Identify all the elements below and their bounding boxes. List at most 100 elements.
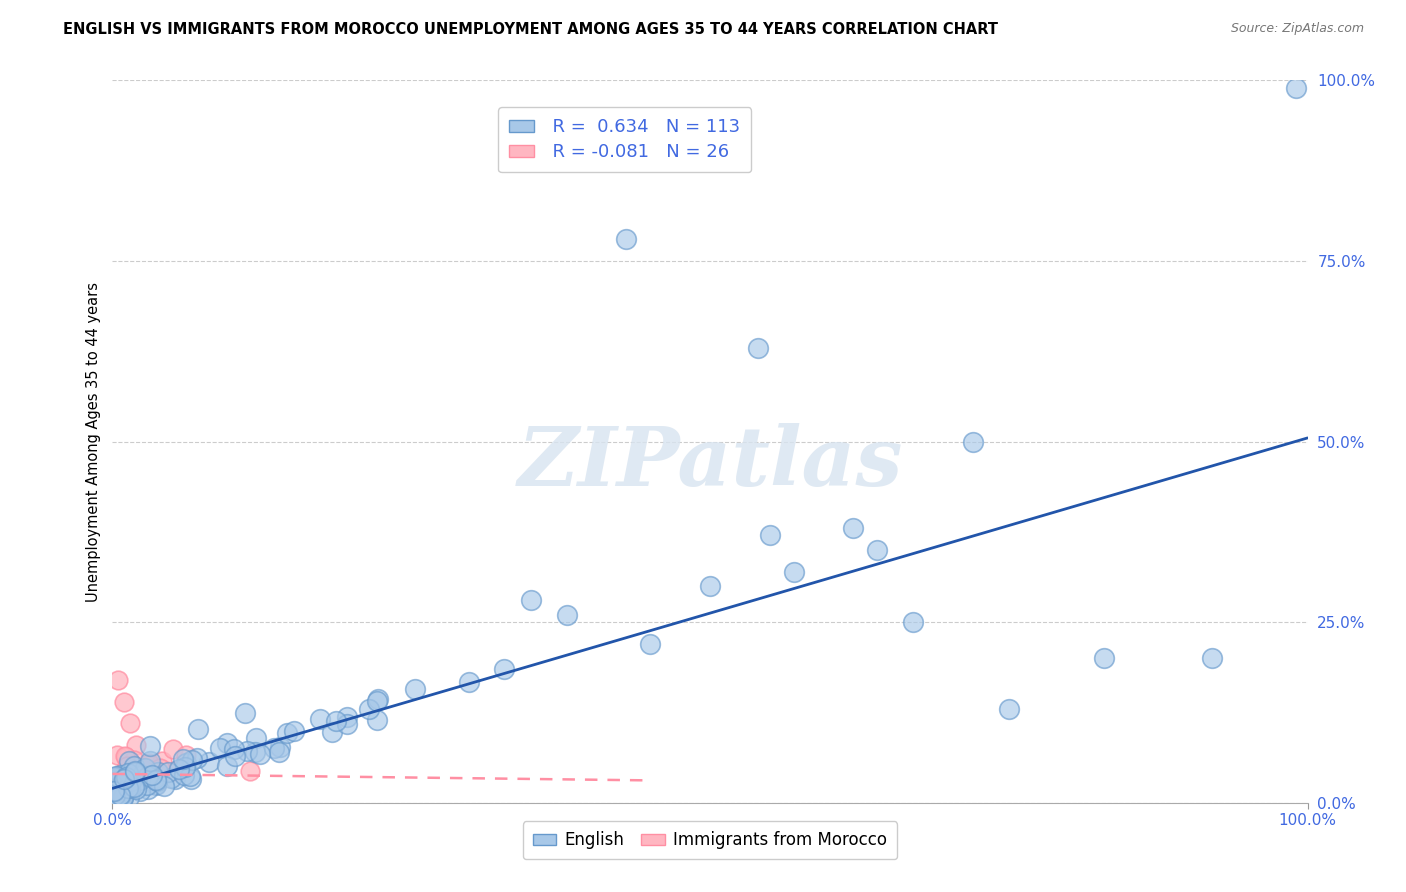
Y-axis label: Unemployment Among Ages 35 to 44 years: Unemployment Among Ages 35 to 44 years <box>86 282 101 601</box>
Point <box>174 756 197 770</box>
Point <box>132 763 155 777</box>
Point <box>112 790 135 805</box>
Point <box>149 761 172 775</box>
Point <box>120 781 142 796</box>
Point <box>492 662 515 676</box>
Point <box>153 779 176 793</box>
Point <box>129 773 152 788</box>
Point <box>122 780 145 794</box>
Point <box>107 673 129 687</box>
Point <box>115 770 138 784</box>
Point <box>108 768 131 782</box>
Point <box>903 615 925 630</box>
Point <box>179 769 201 783</box>
Point <box>124 764 146 779</box>
Point <box>325 714 347 728</box>
Point <box>167 764 190 778</box>
Point <box>150 754 173 768</box>
Point <box>269 745 291 759</box>
Point <box>111 786 134 800</box>
Point <box>269 739 291 754</box>
Point <box>138 764 160 778</box>
Point <box>117 766 139 780</box>
Point <box>104 788 127 802</box>
Point <box>111 765 134 780</box>
Point <box>167 762 190 776</box>
Point <box>181 753 204 767</box>
Point <box>640 637 662 651</box>
Point <box>233 706 256 721</box>
Point <box>114 695 135 709</box>
Point <box>174 748 197 763</box>
Point <box>520 593 543 607</box>
Point <box>224 749 246 764</box>
Point <box>162 742 184 756</box>
Point <box>555 607 578 622</box>
Point <box>173 767 195 781</box>
Point <box>263 741 285 756</box>
Point <box>104 784 127 798</box>
Point <box>108 788 131 802</box>
Point <box>145 778 167 792</box>
Point <box>335 710 357 724</box>
Point <box>336 717 359 731</box>
Point <box>105 773 128 788</box>
Point <box>103 770 125 784</box>
Point <box>187 722 209 736</box>
Point <box>124 780 146 794</box>
Point <box>145 777 167 791</box>
Point <box>197 755 219 769</box>
Point <box>122 758 145 772</box>
Point <box>747 341 769 355</box>
Point <box>209 741 232 756</box>
Point <box>142 766 165 780</box>
Point <box>105 783 128 797</box>
Point <box>125 782 148 797</box>
Point <box>146 773 169 788</box>
Point <box>112 786 135 800</box>
Text: Source: ZipAtlas.com: Source: ZipAtlas.com <box>1230 22 1364 36</box>
Point <box>842 521 865 535</box>
Point <box>276 725 298 739</box>
Point <box>136 778 159 792</box>
Point <box>699 579 721 593</box>
Point <box>118 754 141 768</box>
Point <box>998 702 1021 716</box>
Point <box>114 749 136 764</box>
Legend: English, Immigrants from Morocco: English, Immigrants from Morocco <box>523 822 897 860</box>
Point <box>103 784 125 798</box>
Point <box>145 771 167 785</box>
Point <box>139 739 162 753</box>
Point <box>117 781 139 796</box>
Point <box>962 434 984 449</box>
Point <box>131 767 153 781</box>
Point <box>136 757 159 772</box>
Point <box>1201 651 1223 665</box>
Point <box>165 772 187 786</box>
Point <box>128 783 150 797</box>
Point <box>172 751 194 765</box>
Point <box>103 772 125 787</box>
Point <box>136 782 159 797</box>
Point <box>118 782 141 797</box>
Point <box>150 762 173 776</box>
Point <box>120 774 142 789</box>
Point <box>186 751 208 765</box>
Point <box>107 780 129 794</box>
Point <box>139 754 162 768</box>
Point <box>118 777 141 791</box>
Point <box>124 759 146 773</box>
Point <box>866 542 889 557</box>
Point <box>124 764 146 778</box>
Point <box>115 759 138 773</box>
Point <box>120 716 142 731</box>
Point <box>1285 80 1308 95</box>
Point <box>105 747 128 762</box>
Point <box>118 790 141 805</box>
Point <box>111 788 134 802</box>
Point <box>134 761 156 775</box>
Point <box>239 764 262 778</box>
Point <box>156 765 179 780</box>
Point <box>173 760 195 774</box>
Point <box>105 769 128 783</box>
